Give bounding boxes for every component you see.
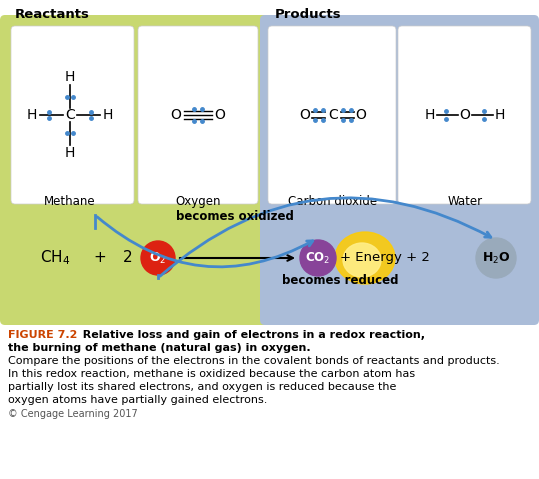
FancyBboxPatch shape bbox=[260, 15, 539, 325]
Text: H: H bbox=[65, 146, 75, 160]
Ellipse shape bbox=[343, 243, 381, 277]
Text: CH$_4$: CH$_4$ bbox=[40, 249, 70, 267]
Text: partially lost its shared electrons, and oxygen is reduced because the: partially lost its shared electrons, and… bbox=[8, 382, 396, 392]
Text: FIGURE 7.2: FIGURE 7.2 bbox=[8, 330, 78, 340]
Text: H: H bbox=[27, 108, 37, 122]
Text: In this redox reaction, methane is oxidized because the carbon atom has: In this redox reaction, methane is oxidi… bbox=[8, 369, 415, 379]
FancyBboxPatch shape bbox=[11, 26, 134, 204]
Text: Reactants: Reactants bbox=[15, 8, 90, 21]
FancyBboxPatch shape bbox=[398, 26, 531, 204]
Text: C: C bbox=[328, 108, 338, 122]
Circle shape bbox=[476, 238, 516, 278]
Text: O: O bbox=[300, 108, 310, 122]
Text: +: + bbox=[94, 251, 106, 265]
Text: Compare the positions of the electrons in the covalent bonds of reactants and pr: Compare the positions of the electrons i… bbox=[8, 356, 500, 366]
Text: CO$_2$: CO$_2$ bbox=[306, 251, 330, 265]
FancyBboxPatch shape bbox=[0, 15, 268, 325]
Text: H: H bbox=[103, 108, 113, 122]
Text: Oxygen: Oxygen bbox=[175, 195, 221, 208]
Text: H: H bbox=[65, 70, 75, 84]
Text: O: O bbox=[460, 108, 471, 122]
Text: © Cengage Learning 2017: © Cengage Learning 2017 bbox=[8, 409, 138, 419]
FancyBboxPatch shape bbox=[138, 26, 258, 204]
Text: the burning of methane (natural gas) in oxygen.: the burning of methane (natural gas) in … bbox=[8, 343, 310, 353]
Text: 2: 2 bbox=[123, 251, 133, 265]
Ellipse shape bbox=[335, 232, 395, 284]
Text: oxygen atoms have partially gained electrons.: oxygen atoms have partially gained elect… bbox=[8, 395, 267, 405]
Text: Methane: Methane bbox=[44, 195, 96, 208]
Text: becomes reduced: becomes reduced bbox=[282, 274, 398, 287]
Circle shape bbox=[300, 240, 336, 276]
Text: O: O bbox=[356, 108, 367, 122]
Text: H$_2$O: H$_2$O bbox=[482, 251, 510, 265]
Text: Water: Water bbox=[447, 195, 482, 208]
Text: H: H bbox=[425, 108, 435, 122]
Text: O: O bbox=[215, 108, 225, 122]
Text: O$_2$: O$_2$ bbox=[149, 251, 167, 265]
Text: H: H bbox=[495, 108, 505, 122]
FancyBboxPatch shape bbox=[268, 26, 396, 204]
Text: + Energy + 2: + Energy + 2 bbox=[340, 251, 430, 264]
Text: Relative loss and gain of electrons in a redox reaction,: Relative loss and gain of electrons in a… bbox=[75, 330, 425, 340]
Text: becomes oxidized: becomes oxidized bbox=[176, 209, 294, 223]
Circle shape bbox=[141, 241, 175, 275]
Text: Products: Products bbox=[275, 8, 342, 21]
Text: O: O bbox=[170, 108, 182, 122]
Text: Carbon dioxide: Carbon dioxide bbox=[288, 195, 377, 208]
Text: C: C bbox=[65, 108, 75, 122]
